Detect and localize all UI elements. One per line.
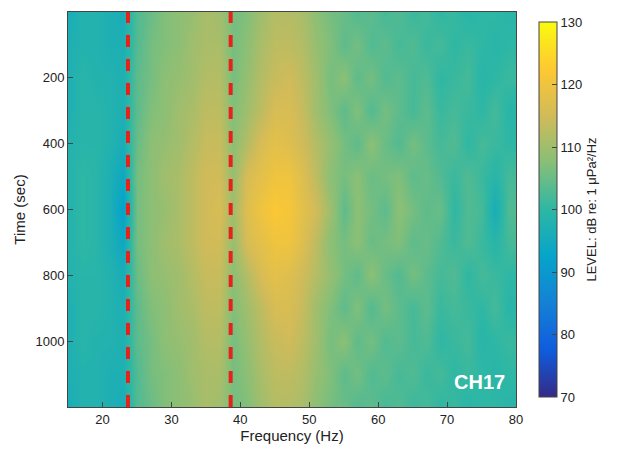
svg-text:110: 110 (561, 140, 582, 155)
svg-text:60: 60 (371, 412, 385, 427)
svg-text:50: 50 (302, 412, 316, 427)
svg-text:Frequency (Hz): Frequency (Hz) (240, 427, 343, 444)
svg-text:90: 90 (561, 265, 575, 280)
svg-text:20: 20 (95, 412, 109, 427)
svg-text:CH17: CH17 (454, 371, 505, 393)
svg-text:40: 40 (233, 412, 247, 427)
svg-text:120: 120 (561, 77, 583, 92)
svg-text:400: 400 (43, 136, 65, 151)
svg-text:80: 80 (561, 327, 575, 342)
svg-text:200: 200 (43, 70, 65, 85)
svg-text:70: 70 (561, 390, 575, 405)
svg-text:70: 70 (440, 412, 454, 427)
svg-text:80: 80 (509, 412, 523, 427)
svg-text:1000: 1000 (35, 334, 64, 349)
svg-text:130: 130 (561, 15, 583, 30)
svg-text:100: 100 (561, 202, 583, 217)
svg-text:600: 600 (43, 202, 65, 217)
svg-text:LEVEL: dB re: 1 μPa²/Hz: LEVEL: dB re: 1 μPa²/Hz (584, 137, 599, 281)
svg-text:Time (sec): Time (sec) (11, 174, 28, 244)
svg-text:30: 30 (164, 412, 178, 427)
svg-text:800: 800 (43, 268, 65, 283)
